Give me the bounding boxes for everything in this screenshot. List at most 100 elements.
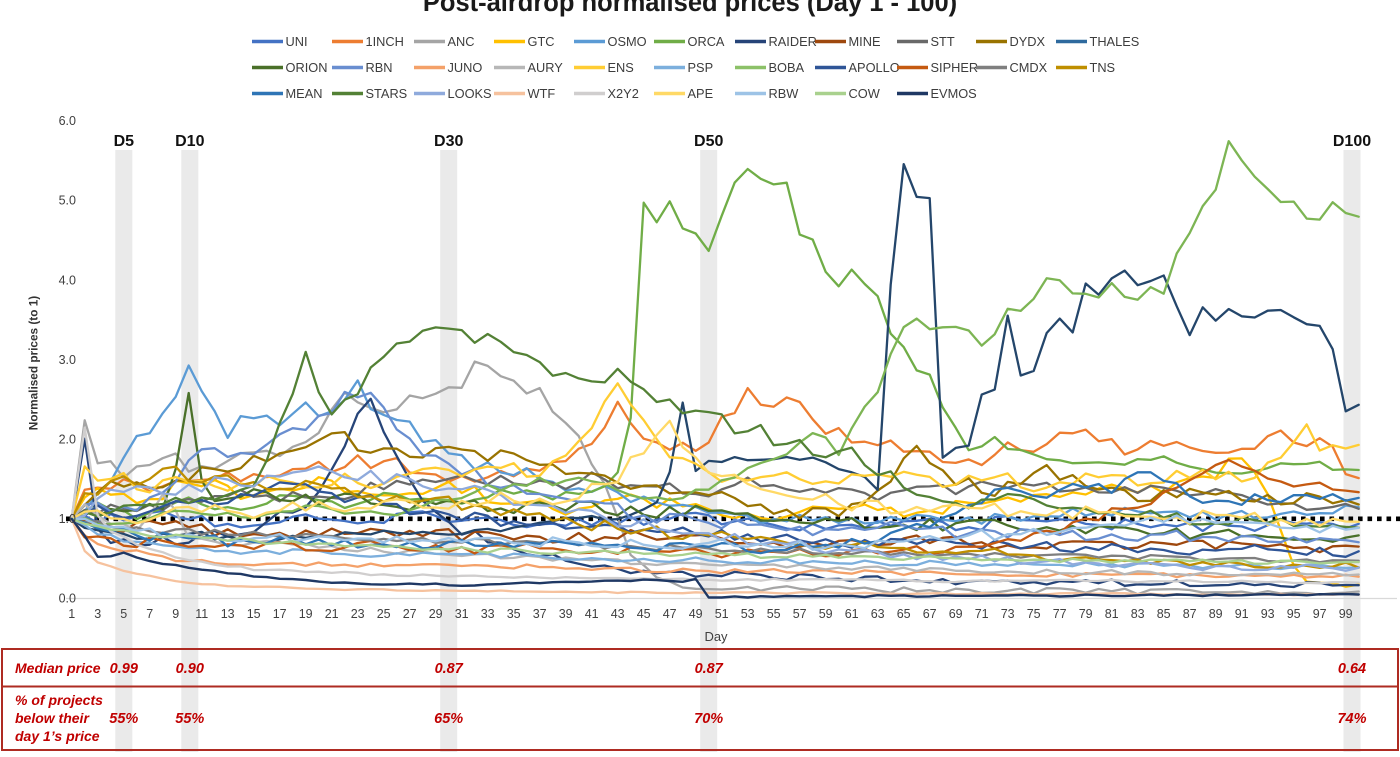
svg-text:ENS: ENS — [608, 60, 634, 75]
svg-text:Day: Day — [704, 629, 728, 644]
svg-text:7: 7 — [146, 607, 153, 621]
svg-text:25: 25 — [377, 607, 391, 621]
svg-text:89: 89 — [1209, 607, 1223, 621]
svg-text:93: 93 — [1261, 607, 1275, 621]
svg-text:RBW: RBW — [769, 86, 800, 101]
svg-text:83: 83 — [1131, 607, 1145, 621]
svg-text:79: 79 — [1079, 607, 1093, 621]
svg-text:2.0: 2.0 — [59, 433, 76, 447]
svg-text:3: 3 — [94, 607, 101, 621]
svg-text:ORCA: ORCA — [688, 34, 725, 49]
svg-text:RBN: RBN — [366, 60, 393, 75]
svg-text:EVMOS: EVMOS — [931, 86, 977, 101]
svg-text:Normalised prices (to 1): Normalised prices (to 1) — [27, 296, 41, 430]
svg-text:73: 73 — [1001, 607, 1015, 621]
svg-text:11: 11 — [195, 607, 208, 621]
svg-text:RAIDER: RAIDER — [769, 34, 817, 49]
svg-text:DYDX: DYDX — [1010, 34, 1046, 49]
svg-text:5: 5 — [120, 607, 127, 621]
svg-text:87: 87 — [1183, 607, 1197, 621]
svg-text:41: 41 — [585, 607, 599, 621]
svg-text:D50: D50 — [694, 133, 723, 150]
svg-text:49: 49 — [689, 607, 703, 621]
svg-text:59: 59 — [819, 607, 833, 621]
svg-text:% of projects: % of projects — [15, 692, 103, 708]
svg-text:5.0: 5.0 — [59, 194, 76, 208]
svg-text:85: 85 — [1157, 607, 1171, 621]
svg-text:TNS: TNS — [1090, 60, 1116, 75]
svg-text:APE: APE — [688, 86, 714, 101]
svg-text:17: 17 — [273, 607, 287, 621]
svg-text:67: 67 — [923, 607, 937, 621]
svg-text:PSP: PSP — [688, 60, 714, 75]
svg-text:LOOKS: LOOKS — [448, 86, 492, 101]
svg-text:21: 21 — [325, 607, 339, 621]
svg-text:WTF: WTF — [528, 86, 556, 101]
svg-text:69: 69 — [949, 607, 963, 621]
svg-text:GTC: GTC — [528, 34, 555, 49]
svg-text:47: 47 — [663, 607, 677, 621]
svg-text:37: 37 — [533, 607, 547, 621]
svg-text:63: 63 — [871, 607, 885, 621]
svg-text:MEAN: MEAN — [286, 86, 323, 101]
svg-text:0.90: 0.90 — [176, 661, 204, 677]
svg-text:29: 29 — [429, 607, 443, 621]
svg-text:ANC: ANC — [448, 34, 475, 49]
svg-text:19: 19 — [299, 607, 313, 621]
svg-text:99: 99 — [1339, 607, 1353, 621]
svg-text:55: 55 — [767, 607, 781, 621]
svg-text:6.0: 6.0 — [59, 114, 76, 128]
svg-text:D100: D100 — [1333, 133, 1371, 150]
svg-text:81: 81 — [1105, 607, 1119, 621]
svg-text:33: 33 — [481, 607, 495, 621]
svg-text:X2Y2: X2Y2 — [608, 86, 639, 101]
svg-text:1.0: 1.0 — [59, 512, 76, 526]
svg-text:0.64: 0.64 — [1338, 661, 1366, 677]
svg-text:65: 65 — [897, 607, 911, 621]
svg-text:BOBA: BOBA — [769, 60, 805, 75]
svg-text:day 1’s price: day 1’s price — [15, 728, 100, 744]
svg-text:61: 61 — [845, 607, 859, 621]
svg-text:74%: 74% — [1337, 711, 1366, 727]
svg-text:Post-airdrop normalised prices: Post-airdrop normalised prices (Day 1 - … — [423, 0, 957, 17]
svg-text:below their: below their — [15, 710, 90, 726]
svg-text:STT: STT — [931, 34, 955, 49]
svg-text:D5: D5 — [114, 133, 135, 150]
svg-text:45: 45 — [637, 607, 651, 621]
svg-text:53: 53 — [741, 607, 755, 621]
svg-text:77: 77 — [1053, 607, 1067, 621]
svg-text:0.99: 0.99 — [110, 661, 138, 677]
svg-text:27: 27 — [403, 607, 417, 621]
svg-text:CMDX: CMDX — [1010, 60, 1048, 75]
svg-text:55%: 55% — [109, 711, 138, 727]
svg-text:COW: COW — [849, 86, 881, 101]
svg-text:1INCH: 1INCH — [366, 34, 404, 49]
svg-text:13: 13 — [221, 607, 235, 621]
svg-text:AURY: AURY — [528, 60, 564, 75]
svg-text:43: 43 — [611, 607, 625, 621]
svg-text:D30: D30 — [434, 133, 463, 150]
svg-text:91: 91 — [1235, 607, 1249, 621]
svg-text:31: 31 — [455, 607, 469, 621]
svg-text:35: 35 — [507, 607, 521, 621]
svg-text:65%: 65% — [434, 711, 463, 727]
svg-text:75: 75 — [1027, 607, 1041, 621]
svg-text:9: 9 — [172, 607, 179, 621]
svg-text:SIPHER: SIPHER — [931, 60, 979, 75]
svg-text:0.87: 0.87 — [435, 661, 464, 677]
svg-text:0.0: 0.0 — [59, 592, 76, 606]
svg-text:JUNO: JUNO — [448, 60, 483, 75]
svg-text:THALES: THALES — [1090, 34, 1140, 49]
svg-text:55%: 55% — [175, 711, 204, 727]
svg-text:MINE: MINE — [849, 34, 881, 49]
svg-text:70%: 70% — [694, 711, 723, 727]
svg-text:95: 95 — [1287, 607, 1301, 621]
svg-text:UNI: UNI — [286, 34, 308, 49]
svg-text:51: 51 — [715, 607, 729, 621]
svg-text:STARS: STARS — [366, 86, 408, 101]
svg-text:57: 57 — [793, 607, 807, 621]
svg-text:3.0: 3.0 — [59, 353, 76, 367]
svg-text:Median price: Median price — [15, 660, 101, 676]
svg-text:23: 23 — [351, 607, 365, 621]
svg-text:ORION: ORION — [286, 60, 328, 75]
